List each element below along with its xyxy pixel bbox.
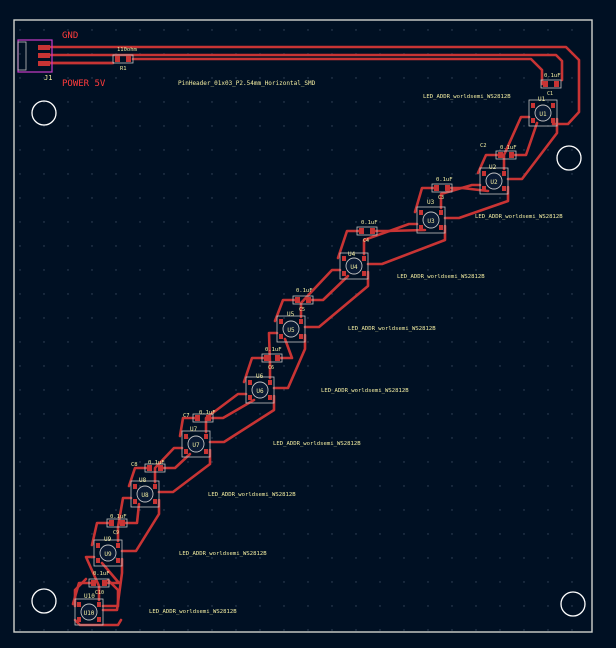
resistor-r1[interactable] xyxy=(112,54,134,64)
led-ref-center: U8 xyxy=(141,492,149,499)
led-ref-center: U1 xyxy=(539,111,547,118)
capacitor-c5[interactable] xyxy=(292,295,314,305)
led-ref-label: U4 xyxy=(348,251,356,258)
led-value-label: LED_ADDR_worldsemi_WS2812B xyxy=(208,492,296,498)
led-ref-center: U7 xyxy=(192,442,200,449)
led-ref-center: U2 xyxy=(490,179,498,186)
led-ref-center: U5 xyxy=(287,327,295,334)
led-ref-center: U9 xyxy=(104,551,112,558)
capacitor-value: 0.1uF xyxy=(500,145,517,151)
led-ref-center: U4 xyxy=(350,264,358,271)
led-ref-label: U3 xyxy=(427,199,435,206)
capacitor-ref: C5 xyxy=(299,307,305,313)
mounting-hole-icon xyxy=(560,591,586,617)
led-value-label: LED_ADDR_worldsemi_WS2812B xyxy=(348,326,436,332)
capacitor-c4[interactable] xyxy=(356,226,378,236)
led-ref-label: U10 xyxy=(84,593,95,600)
capacitor-c10[interactable] xyxy=(88,578,110,588)
led-value-label: LED_ADDR_worldsemi_WS2812B xyxy=(321,388,409,394)
grid-dots xyxy=(19,29,573,631)
capacitor-c9[interactable] xyxy=(106,518,128,528)
capacitor-c7[interactable] xyxy=(192,413,214,423)
led-value-label: LED_ADDR_worldsemi_WS2812B xyxy=(475,214,563,220)
led-footprint-u4[interactable]: U4 xyxy=(339,252,369,280)
led-footprint-u9[interactable]: U9 xyxy=(93,539,123,567)
capacitor-value: 0.1uF xyxy=(148,460,165,466)
capacitor-value: 0.1uF xyxy=(436,177,453,183)
capacitor-ref: C6 xyxy=(268,365,274,371)
led-footprint-u8[interactable]: U8 xyxy=(130,480,160,508)
mounting-hole-icon xyxy=(31,588,57,614)
capacitor-c8[interactable] xyxy=(144,463,166,473)
led-footprint-u2[interactable]: U2 xyxy=(479,167,509,195)
resistor-value: 110ohm xyxy=(117,47,138,53)
led-ref-label: U9 xyxy=(104,536,112,543)
capacitor-value: 0.1uF xyxy=(93,571,110,577)
led-ref-center: U10 xyxy=(84,610,95,617)
capacitor-ref: C2 xyxy=(480,143,487,149)
led-ref-center: U6 xyxy=(256,388,264,395)
connector-value: PinHeader_01x03_P2.54mm_Horizontal_SMD xyxy=(178,80,316,87)
led-ref-label: U1 xyxy=(538,96,546,103)
capacitor-value: 0.1uF xyxy=(265,347,282,353)
led-ref-label: U5 xyxy=(287,311,295,318)
capacitor-value: 0.1uF xyxy=(110,514,127,520)
capacitor-ref: C8 xyxy=(131,462,138,468)
capacitor-c1[interactable] xyxy=(540,79,562,89)
capacitor-c6[interactable] xyxy=(261,353,283,363)
footprints: U1 U1 LED_ADDR_worldsemi_WS2812B 0.1uF C1 U2 U… xyxy=(74,73,563,626)
capacitor-ref: C4 xyxy=(363,238,369,244)
capacitor-ref: C9 xyxy=(113,530,119,536)
led-footprint-u3[interactable]: U3 xyxy=(416,206,446,234)
led-value-label: LED_ADDR_worldsemi_WS2812B xyxy=(273,441,361,447)
connector-ref: J1 xyxy=(44,74,52,82)
capacitor-ref: C1 xyxy=(547,91,553,97)
capacitor-value: 0.1uF xyxy=(199,410,216,416)
led-value-label: LED_ADDR_worldsemi_WS2812B xyxy=(397,274,485,280)
capacitor-ref: C7 xyxy=(183,413,190,419)
capacitor-c3[interactable] xyxy=(431,183,453,193)
connector-j1[interactable] xyxy=(17,39,53,73)
mounting-hole-icon xyxy=(556,145,582,171)
led-footprint-u7[interactable]: U7 xyxy=(181,430,211,458)
capacitor-ref: C3 xyxy=(438,195,444,201)
capacitor-value: 0.1uF xyxy=(544,73,561,79)
led-ref-center: U3 xyxy=(427,218,435,225)
led-footprint-u6[interactable]: U6 xyxy=(245,376,275,404)
led-ref-label: U2 xyxy=(489,164,497,171)
led-value-label: LED_ADDR_worldsemi_WS2812B xyxy=(149,609,237,615)
net-label-gnd: GND xyxy=(62,31,78,41)
net-label-power: POWER 5V xyxy=(62,79,106,89)
led-value-label: LED_ADDR_worldsemi_WS2812B xyxy=(423,94,511,100)
led-ref-label: U6 xyxy=(256,373,264,380)
led-footprint-u5[interactable]: U5 xyxy=(276,315,306,343)
capacitor-ref: C10 xyxy=(95,590,104,596)
capacitor-value: 0.1uF xyxy=(361,220,378,226)
capacitor-c2[interactable] xyxy=(495,150,517,160)
capacitor-value: 0.1uF xyxy=(296,288,313,294)
led-ref-label: U8 xyxy=(139,477,147,484)
mounting-hole-icon xyxy=(31,100,57,126)
resistor-ref: R1 xyxy=(120,66,127,72)
led-footprint-u1[interactable]: U1 xyxy=(528,99,558,127)
board-outline xyxy=(13,19,593,633)
led-ref-label: U7 xyxy=(190,426,198,433)
led-value-label: LED_ADDR_worldsemi_WS2812B xyxy=(179,551,267,557)
led-footprint-u10[interactable]: U10 xyxy=(74,598,104,626)
